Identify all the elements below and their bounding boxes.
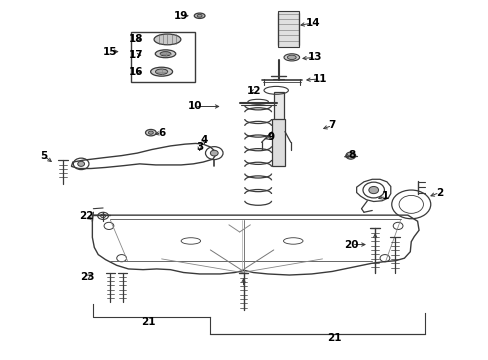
Text: 12: 12 [246, 86, 261, 96]
Text: 21: 21 [327, 333, 341, 343]
Text: 9: 9 [267, 132, 274, 142]
Text: 20: 20 [344, 239, 358, 249]
Ellipse shape [160, 51, 170, 56]
Ellipse shape [150, 67, 172, 76]
Ellipse shape [155, 50, 175, 58]
Text: 22: 22 [79, 211, 93, 221]
Text: 17: 17 [129, 50, 143, 60]
Text: 11: 11 [312, 74, 326, 84]
Bar [131, 32, 194, 82]
Text: 16: 16 [129, 67, 143, 77]
Text: 5: 5 [40, 150, 47, 161]
Text: 14: 14 [305, 18, 320, 28]
Circle shape [210, 150, 218, 156]
Ellipse shape [194, 13, 204, 18]
Text: 23: 23 [80, 272, 95, 282]
Text: 7: 7 [328, 121, 335, 130]
Ellipse shape [287, 55, 296, 59]
Text: 4: 4 [201, 135, 208, 145]
Text: 19: 19 [174, 11, 188, 21]
Ellipse shape [154, 34, 181, 45]
Text: 10: 10 [187, 102, 202, 112]
Ellipse shape [145, 130, 156, 136]
Text: 21: 21 [141, 317, 155, 327]
Ellipse shape [284, 54, 299, 61]
Bar [272, 119, 285, 166]
Bar [277, 11, 299, 46]
Text: 2: 2 [435, 188, 442, 198]
Circle shape [345, 152, 355, 159]
Text: 18: 18 [129, 35, 143, 44]
Bar [273, 92, 283, 164]
Text: 1: 1 [382, 191, 389, 201]
Text: 13: 13 [307, 52, 322, 62]
Circle shape [368, 186, 378, 194]
Text: 8: 8 [347, 150, 355, 160]
Ellipse shape [155, 69, 167, 75]
Text: 3: 3 [196, 142, 203, 152]
Ellipse shape [148, 131, 153, 134]
Text: 6: 6 [158, 128, 165, 138]
Text: 15: 15 [103, 46, 118, 57]
Circle shape [78, 161, 84, 166]
Ellipse shape [197, 14, 202, 17]
